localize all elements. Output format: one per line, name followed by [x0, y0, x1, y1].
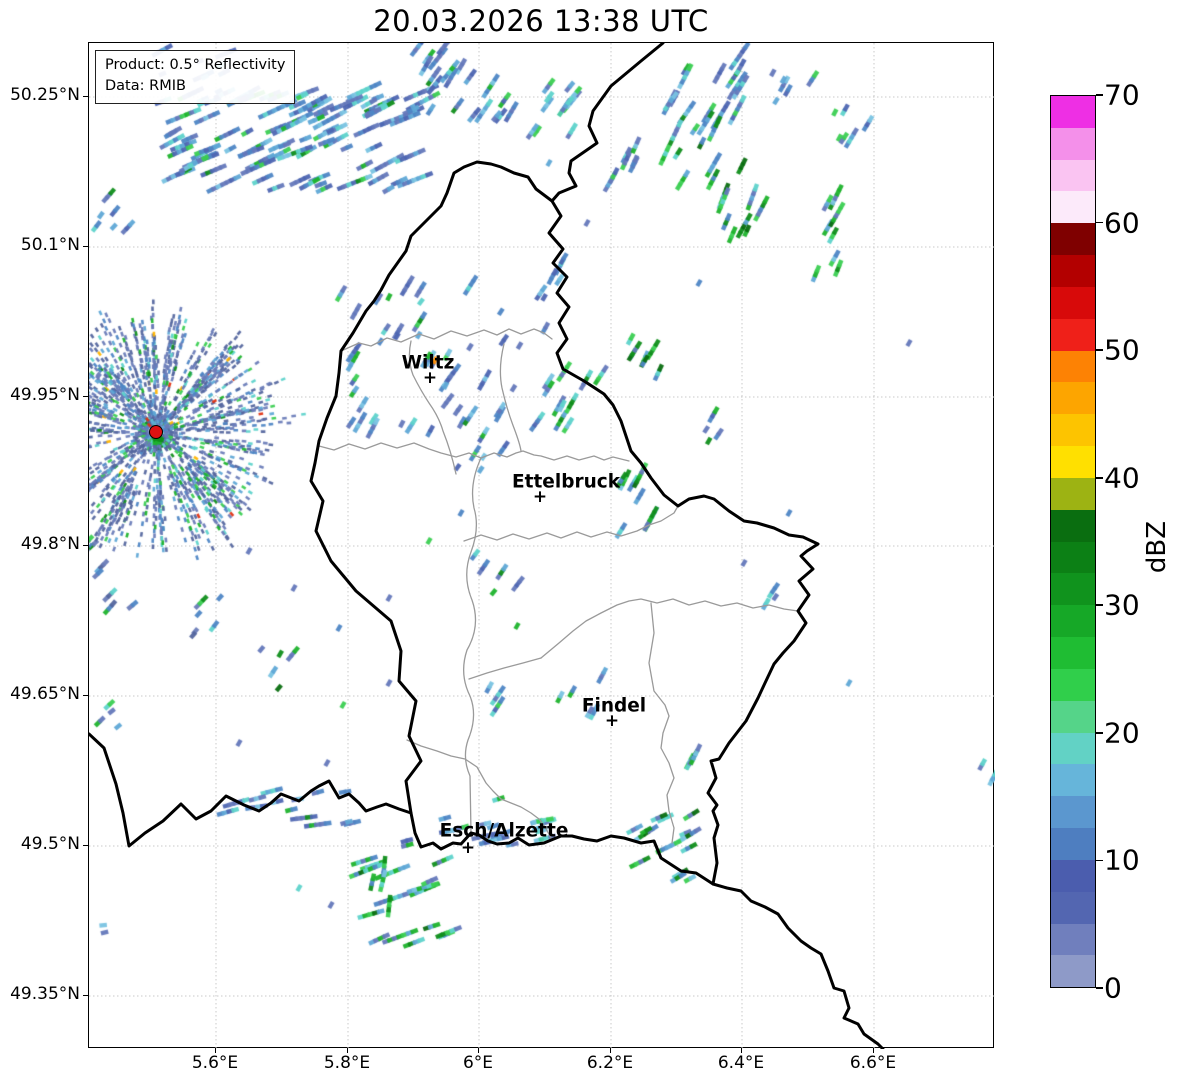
- data-source-line: Data: RMIB: [105, 78, 186, 95]
- x-tick-mark: [741, 1048, 743, 1053]
- colorbar-tick-label: 60: [1104, 206, 1140, 240]
- colorbar-segment: [1051, 796, 1095, 829]
- product-line: Product: 0.5° Reflectivity: [105, 57, 286, 73]
- colorbar-segment: [1051, 859, 1095, 892]
- colorbar-segment: [1051, 446, 1095, 478]
- colorbar-segment: [1051, 828, 1095, 860]
- y-tick-mark: [83, 545, 88, 547]
- y-tick-label: 49.35°N: [10, 984, 80, 1004]
- page-title: 20.03.2026 13:38 UTC: [373, 4, 709, 38]
- city-marker: +: [422, 368, 438, 389]
- city-label-ettelbruck: Ettelbruck: [511, 471, 621, 493]
- colorbar-segment: [1051, 541, 1095, 574]
- x-tick-mark: [347, 1048, 349, 1053]
- colorbar-segment: [1051, 350, 1095, 383]
- city-label-eschalzette: Esch/Alzette: [439, 820, 569, 842]
- colorbar-segment: [1051, 509, 1095, 542]
- x-tick-label: 6.6°E: [849, 1053, 897, 1073]
- colorbar-axis-label: dBZ: [1142, 520, 1172, 574]
- colorbar-segment: [1051, 923, 1095, 956]
- x-tick-mark: [215, 1048, 217, 1053]
- y-tick-mark: [83, 396, 88, 398]
- map-plot-area: Product: 0.5° Reflectivity Data: RMIB Wi…: [88, 42, 995, 1049]
- luxembourg-border: [309, 160, 820, 886]
- belgium-germany-border: [550, 43, 665, 203]
- colorbar-segment: [1051, 700, 1095, 733]
- product-info-box: Product: 0.5° Reflectivity Data: RMIB: [95, 50, 296, 105]
- x-tick-label: 6.2°E: [586, 1053, 634, 1073]
- y-tick-label: 49.95°N: [10, 385, 80, 405]
- france-belgium-border: [89, 732, 413, 848]
- y-tick-mark: [83, 96, 88, 98]
- colorbar-segment: [1051, 318, 1095, 351]
- colorbar-segment: [1051, 605, 1095, 638]
- colorbar-segment: [1051, 255, 1095, 287]
- colorbar-tick-mark: [1096, 94, 1103, 96]
- x-tick-mark: [873, 1048, 875, 1053]
- city-label-findel: Findel: [581, 695, 647, 717]
- city-label-wiltz: Wiltz: [401, 352, 455, 374]
- x-tick-mark: [610, 1048, 612, 1053]
- colorbar-tick-mark: [1096, 604, 1103, 607]
- y-tick-mark: [83, 246, 88, 248]
- city-marker: +: [604, 711, 620, 732]
- colorbar-tick-mark: [1096, 349, 1103, 351]
- colorbar-segment: [1051, 286, 1095, 319]
- colorbar-segment: [1051, 891, 1095, 924]
- colorbar-tick-label: 30: [1104, 588, 1140, 622]
- x-tick-label: 5.8°E: [323, 1053, 371, 1073]
- france-germany-border: [711, 882, 885, 1049]
- y-tick-mark: [83, 695, 88, 697]
- colorbar-tick-label: 50: [1104, 333, 1140, 367]
- colorbar-segment: [1051, 414, 1095, 447]
- colorbar-segment: [1051, 96, 1095, 128]
- map-borders-layer: [89, 43, 885, 1049]
- colorbar-tick-mark: [1096, 859, 1103, 862]
- city-marker: +: [460, 838, 476, 859]
- colorbar-segment: [1051, 127, 1095, 160]
- y-tick-mark: [83, 995, 88, 997]
- colorbar-tick-label: 10: [1104, 843, 1140, 877]
- y-tick-label: 50.25°N: [10, 85, 80, 105]
- colorbar-tick-mark: [1096, 221, 1103, 224]
- colorbar-tick-label: 20: [1104, 716, 1140, 750]
- colorbar-tick-label: 40: [1104, 461, 1140, 495]
- colorbar-tick-mark: [1096, 476, 1103, 479]
- x-tick-label: 5.6°E: [191, 1053, 239, 1073]
- colorbar-segment: [1051, 955, 1095, 988]
- colorbar-segment: [1051, 573, 1095, 606]
- x-tick-label: 6°E: [462, 1053, 494, 1073]
- colorbar-segment: [1051, 191, 1095, 224]
- y-tick-label: 49.5°N: [20, 834, 80, 854]
- colorbar-segment: [1051, 477, 1095, 510]
- radar-echo-layer: [89, 43, 995, 1049]
- y-tick-mark: [83, 845, 88, 847]
- colorbar-segment: [1051, 223, 1095, 256]
- y-tick-label: 49.8°N: [20, 534, 80, 554]
- colorbar-tick-mark: [1096, 987, 1103, 989]
- city-marker: +: [532, 487, 548, 508]
- district-borders: [318, 328, 799, 844]
- colorbar-segment: [1051, 159, 1095, 192]
- y-tick-label: 50.1°N: [20, 235, 80, 255]
- colorbar-tick-label: 0: [1104, 971, 1122, 1005]
- colorbar-segment: [1051, 764, 1095, 797]
- radar-site-marker: [149, 425, 163, 439]
- colorbar-segment: [1051, 668, 1095, 701]
- x-tick-label: 6.4°E: [717, 1053, 765, 1073]
- colorbar: [1050, 95, 1096, 988]
- y-tick-label: 49.65°N: [10, 684, 80, 704]
- colorbar-tick-mark: [1096, 732, 1103, 734]
- colorbar-segment: [1051, 732, 1095, 765]
- colorbar-tick-label: 70: [1104, 78, 1140, 112]
- x-tick-mark: [478, 1048, 480, 1053]
- colorbar-segment: [1051, 382, 1095, 415]
- colorbar-segment: [1051, 637, 1095, 669]
